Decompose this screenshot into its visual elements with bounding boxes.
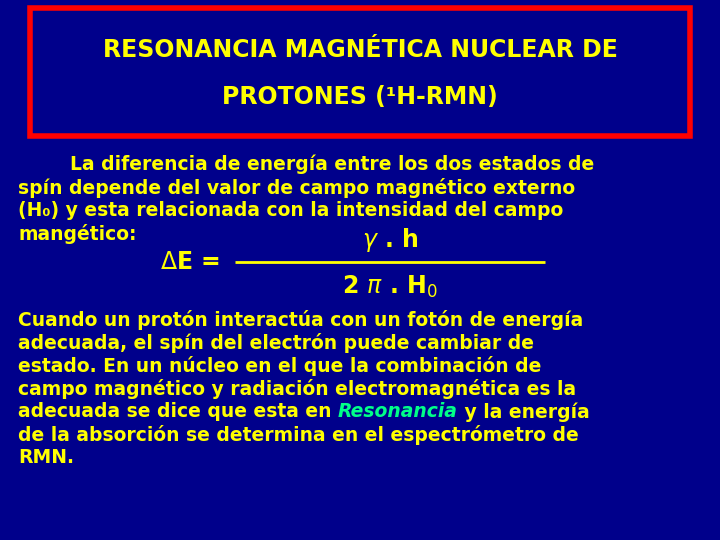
Text: PROTONES (¹H-RMN): PROTONES (¹H-RMN) <box>222 85 498 109</box>
Text: $\Delta$E =: $\Delta$E = <box>161 250 220 274</box>
Text: y la energía: y la energía <box>458 402 590 422</box>
Text: RESONANCIA MAGNÉTICA NUCLEAR DE: RESONANCIA MAGNÉTICA NUCLEAR DE <box>102 38 618 62</box>
Text: Cuando un protón interactúa con un fotón de energía: Cuando un protón interactúa con un fotón… <box>18 310 583 330</box>
Text: adecuada, el spín del electrón puede cambiar de: adecuada, el spín del electrón puede cam… <box>18 333 534 353</box>
Bar <box>30 8 690 136</box>
Text: RMN.: RMN. <box>18 448 74 467</box>
Text: La diferencia de energía entre los dos estados de: La diferencia de energía entre los dos e… <box>18 155 594 174</box>
Text: adecuada se dice que esta en: adecuada se dice que esta en <box>18 402 338 421</box>
Text: (H₀) y esta relacionada con la intensidad del campo: (H₀) y esta relacionada con la intensida… <box>18 201 563 220</box>
Text: campo magnético y radiación electromagnética es la: campo magnético y radiación electromagné… <box>18 379 576 399</box>
Text: Resonancia: Resonancia <box>338 402 458 421</box>
Text: $\gamma$ . h: $\gamma$ . h <box>361 226 418 254</box>
Text: spín depende del valor de campo magnético externo: spín depende del valor de campo magnétic… <box>18 178 575 198</box>
Text: 2 $\pi$ . H$_0$: 2 $\pi$ . H$_0$ <box>342 274 438 300</box>
Text: estado. En un núcleo en el que la combinación de: estado. En un núcleo en el que la combin… <box>18 356 541 376</box>
Text: mangético:: mangético: <box>18 224 137 244</box>
Text: de la absorción se determina en el espectrómetro de: de la absorción se determina en el espec… <box>18 425 579 445</box>
